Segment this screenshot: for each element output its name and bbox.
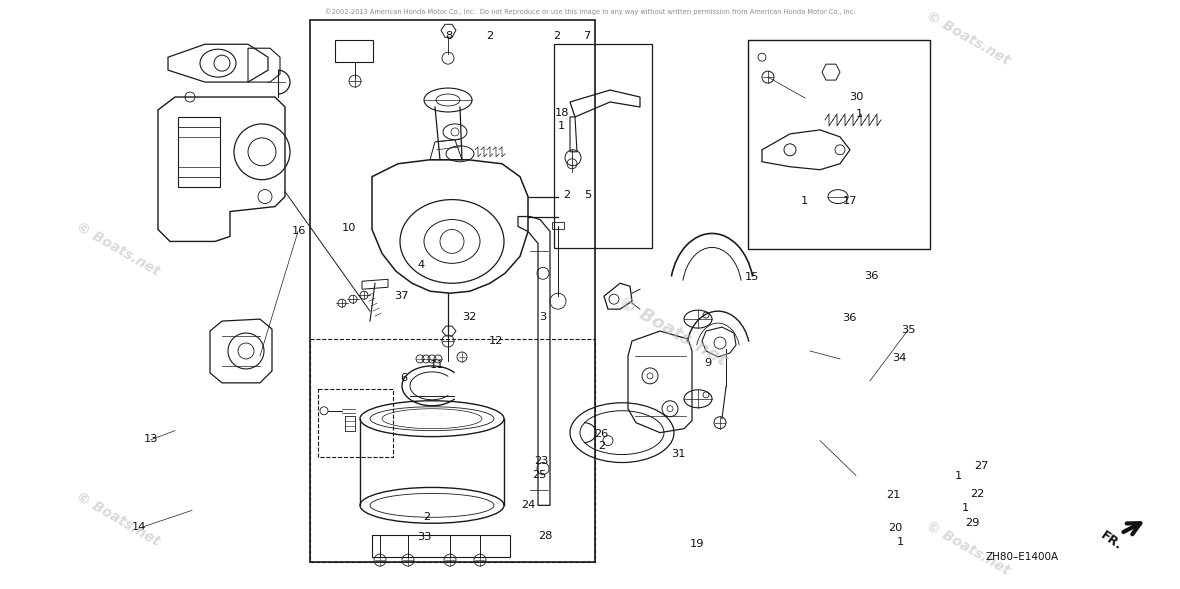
Text: 14: 14	[132, 522, 146, 532]
Text: 1: 1	[955, 471, 962, 481]
Text: © Boats.net: © Boats.net	[73, 219, 163, 279]
Text: 31: 31	[671, 449, 686, 459]
Text: 9: 9	[704, 358, 712, 368]
Bar	[335, 40, 373, 62]
Text: 35: 35	[902, 325, 916, 335]
Text: 2: 2	[563, 190, 570, 200]
Text: 17: 17	[843, 196, 857, 206]
Text: 18: 18	[555, 108, 569, 118]
Text: 3: 3	[539, 312, 546, 322]
Text: 33: 33	[418, 532, 432, 542]
Text: 12: 12	[489, 336, 503, 346]
Text: 4: 4	[418, 260, 425, 270]
Text: ZH80–E1400A: ZH80–E1400A	[985, 552, 1058, 562]
Text: © Boats.net: © Boats.net	[73, 489, 163, 548]
Text: 32: 32	[463, 312, 477, 322]
Text: 34: 34	[892, 353, 906, 363]
Text: 1: 1	[897, 537, 904, 547]
Text: 2: 2	[424, 512, 431, 522]
Text: 23: 23	[535, 456, 549, 466]
Text: 29: 29	[965, 518, 979, 528]
Bar	[553, 44, 653, 249]
Text: 2: 2	[486, 31, 493, 41]
Text: 27: 27	[975, 461, 989, 471]
Text: FR.: FR.	[1099, 529, 1125, 553]
Text: 16: 16	[291, 226, 306, 236]
Text: 13: 13	[144, 435, 158, 445]
Text: 1: 1	[962, 503, 969, 513]
Bar	[372, 535, 510, 557]
Text: © Boats.net: © Boats.net	[615, 293, 730, 369]
Text: 37: 37	[394, 291, 408, 301]
Bar	[310, 21, 595, 562]
Text: © Boats.net: © Boats.net	[923, 518, 1012, 578]
Text: 22: 22	[970, 489, 984, 499]
Text: 30: 30	[850, 92, 864, 102]
Text: 5: 5	[584, 190, 591, 200]
Text: ©2002-2013 American Honda Motor Co., Inc.  Do not Reproduce or use this image in: ©2002-2013 American Honda Motor Co., Inc…	[324, 8, 856, 15]
Text: 1: 1	[856, 109, 863, 119]
Text: 1: 1	[558, 121, 565, 131]
Text: 36: 36	[843, 313, 857, 323]
Text: 21: 21	[886, 490, 900, 500]
Text: 20: 20	[889, 523, 903, 533]
Text: 36: 36	[864, 272, 878, 282]
Text: 7: 7	[583, 31, 590, 41]
Bar	[310, 339, 595, 562]
Text: 25: 25	[532, 469, 546, 479]
Text: 26: 26	[595, 429, 609, 439]
Text: © Boats.net: © Boats.net	[923, 8, 1012, 67]
Bar	[317, 389, 393, 456]
Text: 1: 1	[801, 196, 808, 206]
Text: 6: 6	[400, 373, 407, 383]
Text: 28: 28	[538, 531, 552, 541]
Text: 19: 19	[690, 540, 704, 550]
Text: 24: 24	[522, 499, 536, 509]
Text: 10: 10	[342, 223, 356, 233]
Text: 2: 2	[553, 31, 560, 41]
Text: 8: 8	[445, 31, 452, 41]
Text: 15: 15	[745, 272, 759, 282]
Bar	[748, 40, 930, 249]
Text: 11: 11	[430, 360, 444, 370]
Text: 2: 2	[598, 442, 605, 451]
